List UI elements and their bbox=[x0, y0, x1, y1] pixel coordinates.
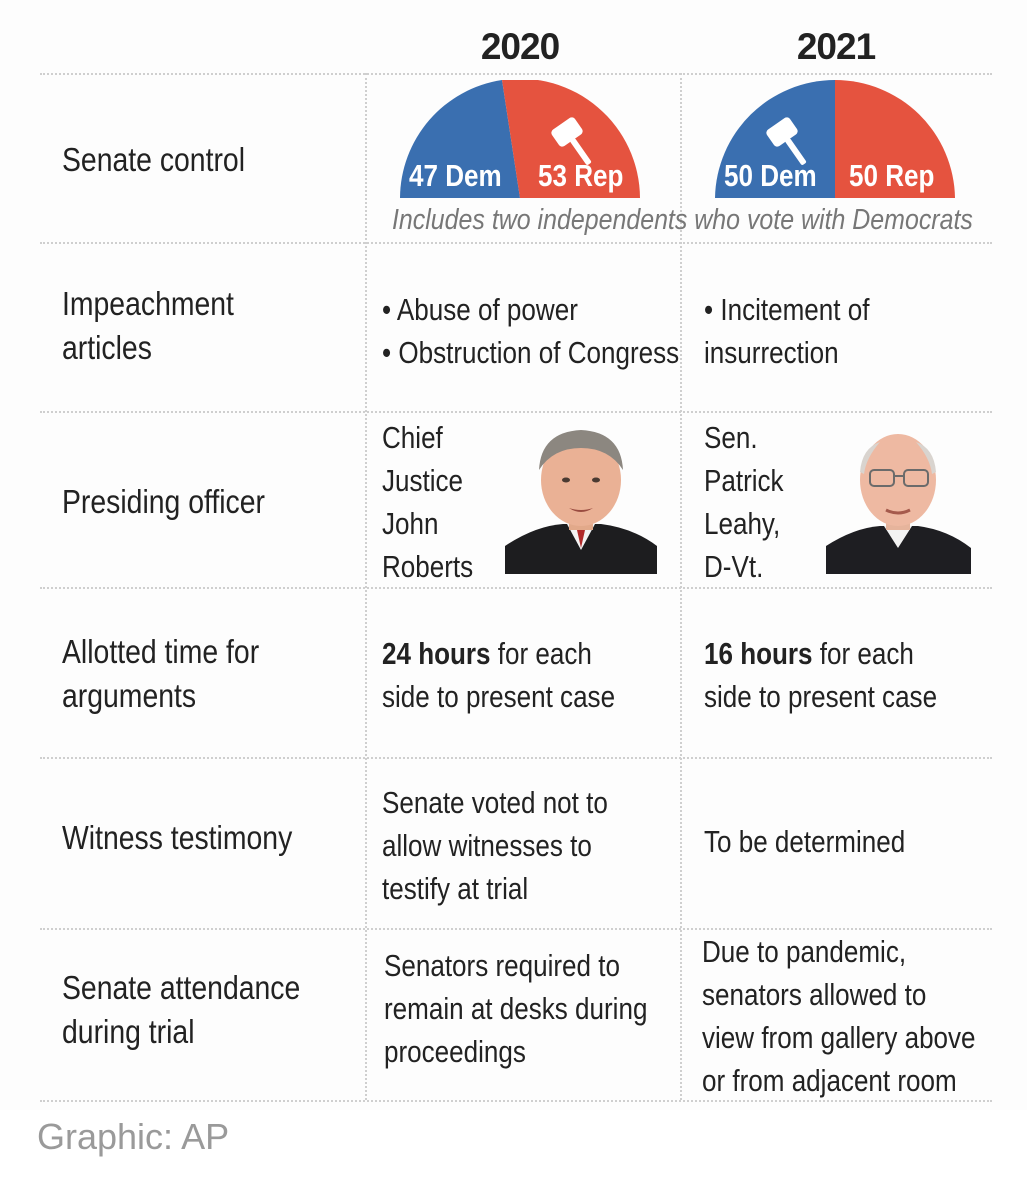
row-divider bbox=[40, 587, 992, 589]
article-item: • Abuse of power bbox=[382, 292, 578, 327]
text-line: or from adjacent room bbox=[702, 1063, 957, 1098]
row-label-presiding-officer: Presiding officer bbox=[62, 483, 265, 520]
label-line: Senate attendance bbox=[62, 969, 301, 1006]
presiding-2020: Chief Justice John Roberts bbox=[382, 416, 473, 588]
row-divider bbox=[40, 73, 992, 75]
rep-seats-2020: 53 Rep bbox=[538, 158, 624, 193]
presiding-2021: Sen. Patrick Leahy, D-Vt. bbox=[704, 416, 784, 588]
column-divider bbox=[365, 73, 367, 1100]
text-line: Roberts bbox=[382, 549, 474, 584]
allotted-2021: 16 hours for each side to present case bbox=[704, 632, 937, 718]
row-label-impeachment: Impeachment articles bbox=[62, 282, 234, 370]
text-line: view from gallery above bbox=[702, 1020, 976, 1055]
text-line: side to present case bbox=[382, 679, 616, 714]
text-line: D-Vt. bbox=[704, 549, 764, 584]
text-line: Chief bbox=[382, 420, 443, 455]
row-label-witness-testimony: Witness testimony bbox=[62, 819, 293, 856]
text-line: proceedings bbox=[384, 1034, 526, 1069]
text-line: Justice bbox=[382, 463, 464, 498]
rep-seats-2021: 50 Rep bbox=[849, 158, 935, 193]
john-roberts-portrait bbox=[505, 430, 657, 574]
row-divider bbox=[40, 411, 992, 413]
text-line: 16 hours for each bbox=[704, 632, 937, 675]
allotted-2020: 24 hours for each side to present case bbox=[382, 632, 615, 718]
row-label-senate-attendance: Senate attendance during trial bbox=[62, 966, 300, 1054]
text-line: Patrick bbox=[704, 463, 784, 498]
article-item: • Incitement of bbox=[704, 292, 870, 327]
attendance-2021: Due to pandemic, senators allowed to vie… bbox=[702, 930, 976, 1102]
column-divider bbox=[680, 73, 682, 1100]
independents-note: Includes two independents who vote with … bbox=[392, 204, 973, 236]
text-span: for each bbox=[490, 636, 592, 671]
label-line: Impeachment bbox=[62, 285, 234, 322]
dem-seats-2020: 47 Dem bbox=[409, 158, 502, 193]
gavel-icon bbox=[766, 117, 807, 165]
text-line: senators allowed to bbox=[702, 977, 927, 1012]
text-span: for each bbox=[812, 636, 914, 671]
graphic-credit: Graphic: AP bbox=[37, 1116, 230, 1157]
row-divider bbox=[40, 928, 992, 930]
hours-2020: 24 hours bbox=[382, 636, 491, 671]
text-line: Leahy, bbox=[704, 506, 781, 541]
text-line: remain at desks during bbox=[384, 991, 648, 1026]
label-line: arguments bbox=[62, 677, 197, 714]
text-line: Senate voted not to bbox=[382, 785, 608, 820]
text-line: Due to pandemic, bbox=[702, 934, 907, 969]
hours-2021: 16 hours bbox=[704, 636, 813, 671]
text-line: allow witnesses to bbox=[382, 828, 592, 863]
year-2021-header: 2021 bbox=[796, 26, 876, 67]
article-item: • Obstruction of Congress bbox=[382, 335, 680, 370]
text-line: side to present case bbox=[704, 679, 938, 714]
article-item: insurrection bbox=[704, 335, 839, 370]
row-divider bbox=[40, 242, 992, 244]
text-line: Senators required to bbox=[384, 948, 620, 983]
impeachment-2020: • Abuse of power • Obstruction of Congre… bbox=[382, 288, 679, 374]
gavel-icon bbox=[551, 117, 592, 165]
year-2020-header: 2020 bbox=[480, 26, 560, 67]
attendance-2020: Senators required to remain at desks dur… bbox=[384, 944, 647, 1073]
label-line: Allotted time for bbox=[62, 633, 260, 670]
label-line: during trial bbox=[62, 1013, 195, 1050]
witness-2021: To be determined bbox=[704, 824, 906, 859]
text-line: Sen. bbox=[704, 420, 758, 455]
comparison-graphic: 2020 2021 Senate control 47 Dem 53 Rep 5… bbox=[40, 26, 992, 1102]
witness-2020: Senate voted not to allow witnesses to t… bbox=[382, 781, 608, 910]
patrick-leahy-portrait bbox=[826, 434, 971, 574]
text-line: John bbox=[382, 506, 439, 541]
senate-seats-2021-chart bbox=[715, 80, 955, 198]
dem-seats-2021: 50 Dem bbox=[724, 158, 817, 193]
impeachment-2021: • Incitement of insurrection bbox=[704, 288, 869, 374]
row-label-senate-control: Senate control bbox=[62, 141, 246, 178]
row-divider bbox=[40, 757, 992, 759]
row-divider bbox=[40, 1100, 992, 1102]
text-line: testify at trial bbox=[382, 871, 529, 906]
text-line: 24 hours for each bbox=[382, 632, 615, 675]
label-line: articles bbox=[62, 329, 152, 366]
senate-seats-2020-chart bbox=[400, 80, 640, 198]
row-label-allotted-time: Allotted time for arguments bbox=[62, 630, 259, 718]
